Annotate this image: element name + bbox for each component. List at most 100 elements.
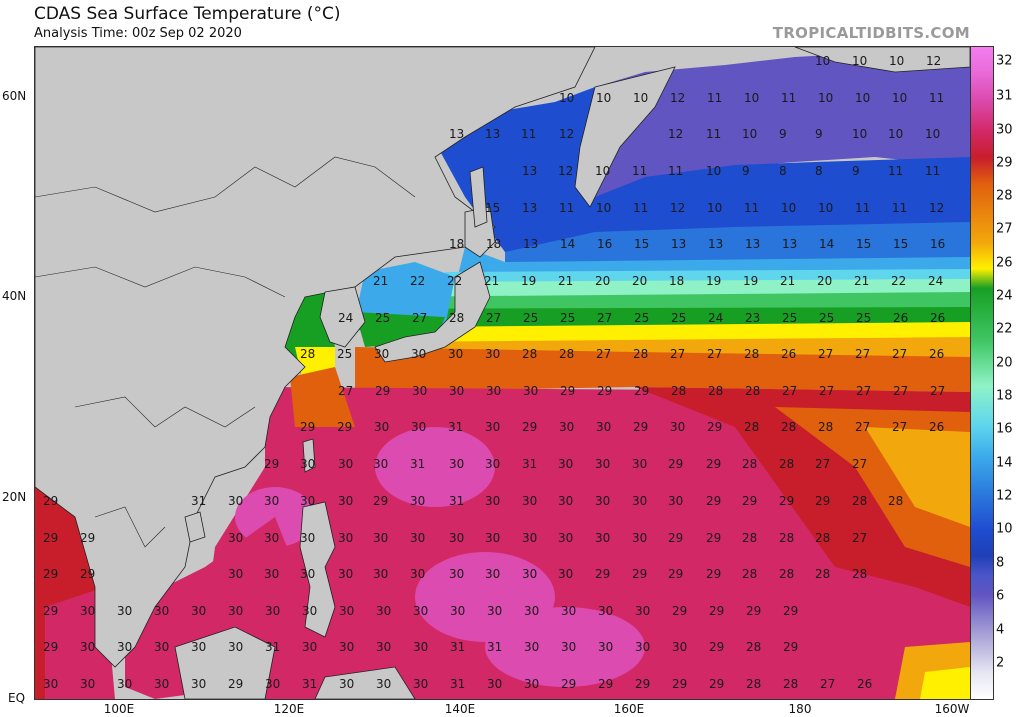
sst-value-label: 25 bbox=[337, 347, 352, 361]
sst-value-label: 27 bbox=[892, 347, 907, 361]
sst-value-label: 27 bbox=[670, 347, 685, 361]
sst-value-label: 30 bbox=[598, 604, 613, 618]
sst-value-label: 13 bbox=[523, 237, 538, 251]
sst-value-label: 28 bbox=[708, 384, 723, 398]
sst-field: 10 10 10 12 10 10 10 12 11 10 11 10 10 10 11 13 13 11 12 12… bbox=[35, 47, 970, 699]
colorbar-tick-18: 18 bbox=[996, 388, 1013, 404]
sst-value-label: 10 bbox=[706, 164, 721, 178]
sst-value-label: 25 bbox=[819, 311, 834, 325]
lat-label-20n: 20N bbox=[2, 490, 27, 504]
sst-value-label: 11 bbox=[925, 164, 940, 178]
political-borders bbox=[35, 156, 416, 548]
sst-value-label: 10 bbox=[852, 127, 867, 141]
sst-value-label: 30 bbox=[154, 604, 169, 618]
sst-value-label: 30 bbox=[413, 677, 428, 691]
sst-value-label: 30 bbox=[373, 457, 388, 471]
sst-value-label: 30 bbox=[228, 604, 243, 618]
sst-value-label: 9 bbox=[779, 127, 787, 141]
sst-value-label: 18 bbox=[449, 237, 464, 251]
sst-value-label: 29 bbox=[779, 494, 794, 508]
credit-watermark: TROPICALTIDBITS.COM bbox=[772, 24, 970, 42]
sst-value-label: 29 bbox=[707, 420, 722, 434]
sst-value-label: 28 bbox=[746, 677, 761, 691]
colorbar-tick-8: 8 bbox=[996, 555, 1005, 571]
sst-value-label: 27 bbox=[815, 457, 830, 471]
sst-value-label: 30 bbox=[339, 677, 354, 691]
lon-label-100e: 100E bbox=[103, 702, 135, 716]
sst-value-label: 29 bbox=[709, 640, 724, 654]
sst-value-label: 30 bbox=[485, 420, 500, 434]
sst-value-label: 26 bbox=[930, 311, 945, 325]
sst-value-label: 25 bbox=[671, 311, 686, 325]
sst-value-label: 30 bbox=[413, 640, 428, 654]
sst-value-label: 11 bbox=[706, 127, 721, 141]
sst-value-label: 30 bbox=[449, 567, 464, 581]
sst-value-label: 30 bbox=[598, 640, 613, 654]
sst-value-label: 30 bbox=[376, 677, 391, 691]
sst-value-label: 29 bbox=[709, 677, 724, 691]
sst-value-label: 27 bbox=[852, 457, 867, 471]
sst-value-label: 24 bbox=[928, 274, 943, 288]
sst-value-label: 30 bbox=[339, 640, 354, 654]
sst-value-label: 14 bbox=[560, 237, 575, 251]
sst-value-label: 30 bbox=[595, 457, 610, 471]
sst-value-label: 15 bbox=[893, 237, 908, 251]
sst-value-label: 15 bbox=[856, 237, 871, 251]
sst-value-label: 30 bbox=[524, 677, 539, 691]
sst-value-label: 30 bbox=[302, 640, 317, 654]
colorbar-tick-26: 26 bbox=[996, 255, 1013, 271]
sst-value-label: 9 bbox=[815, 127, 823, 141]
sst-value-label: 29 bbox=[264, 457, 279, 471]
sst-value-label: 29 bbox=[706, 457, 721, 471]
lon-label-120e: 120E bbox=[273, 702, 305, 716]
sst-value-label: 30 bbox=[43, 677, 58, 691]
sst-value-label: 15 bbox=[485, 201, 500, 215]
sst-value-label: 30 bbox=[632, 457, 647, 471]
sst-value-label: 28 bbox=[522, 347, 537, 361]
sst-value-label: 29 bbox=[668, 457, 683, 471]
sst-value-label: 29 bbox=[598, 677, 613, 691]
sst-value-label: 18 bbox=[669, 274, 684, 288]
sst-value-label: 11 bbox=[707, 91, 722, 105]
sst-value-label: 29 bbox=[43, 494, 58, 508]
analysis-time: Analysis Time: 00z Sep 02 2020 bbox=[34, 26, 242, 41]
sst-value-label: 28 bbox=[633, 347, 648, 361]
sst-value-label: 30 bbox=[668, 494, 683, 508]
sst-value-label: 29 bbox=[632, 567, 647, 581]
colorbar-tick-22: 22 bbox=[996, 321, 1013, 337]
sst-value-label: 30 bbox=[595, 531, 610, 545]
sst-value-label: 11 bbox=[892, 201, 907, 215]
sst-value-label: 11 bbox=[632, 164, 647, 178]
sst-value-label: 11 bbox=[855, 201, 870, 215]
sst-value-label: 12 bbox=[668, 127, 683, 141]
sst-value-label: 28 bbox=[559, 347, 574, 361]
sst-value-label: 10 bbox=[892, 91, 907, 105]
sst-value-label: 30 bbox=[374, 420, 389, 434]
sst-value-label: 31 bbox=[487, 640, 502, 654]
sst-value-label: 27 bbox=[596, 347, 611, 361]
sst-value-label: 30 bbox=[413, 604, 428, 618]
sst-value-label: 30 bbox=[412, 384, 427, 398]
sst-value-label: 27 bbox=[856, 384, 871, 398]
sst-value-label: 28 bbox=[300, 347, 315, 361]
sst-value-label: 10 bbox=[707, 201, 722, 215]
sst-value-label: 24 bbox=[708, 311, 723, 325]
sst-value-label: 27 bbox=[855, 420, 870, 434]
sst-value-label: 29 bbox=[672, 677, 687, 691]
sst-value-label: 28 bbox=[744, 420, 759, 434]
sst-value-label: 29 bbox=[634, 384, 649, 398]
lon-label-180: 180 bbox=[788, 702, 812, 716]
sst-value-label: 30 bbox=[80, 604, 95, 618]
sst-value-label: 31 bbox=[448, 420, 463, 434]
sst-value-label: 29 bbox=[783, 640, 798, 654]
sst-value-label: 29 bbox=[300, 420, 315, 434]
sst-map: 10 10 10 12 10 10 10 12 11 10 11 10 10 10 11 13 13 11 12 12… bbox=[34, 46, 971, 700]
sst-value-label: 25 bbox=[782, 311, 797, 325]
lon-label-160w: 160W bbox=[934, 702, 970, 716]
sst-value-label: 30 bbox=[485, 567, 500, 581]
sst-value-label: 30 bbox=[373, 531, 388, 545]
sst-value-label: 29 bbox=[43, 640, 58, 654]
sst-value-label: 28 bbox=[671, 384, 686, 398]
sst-value-label: 10 bbox=[744, 91, 759, 105]
sst-value-label: 11 bbox=[559, 201, 574, 215]
